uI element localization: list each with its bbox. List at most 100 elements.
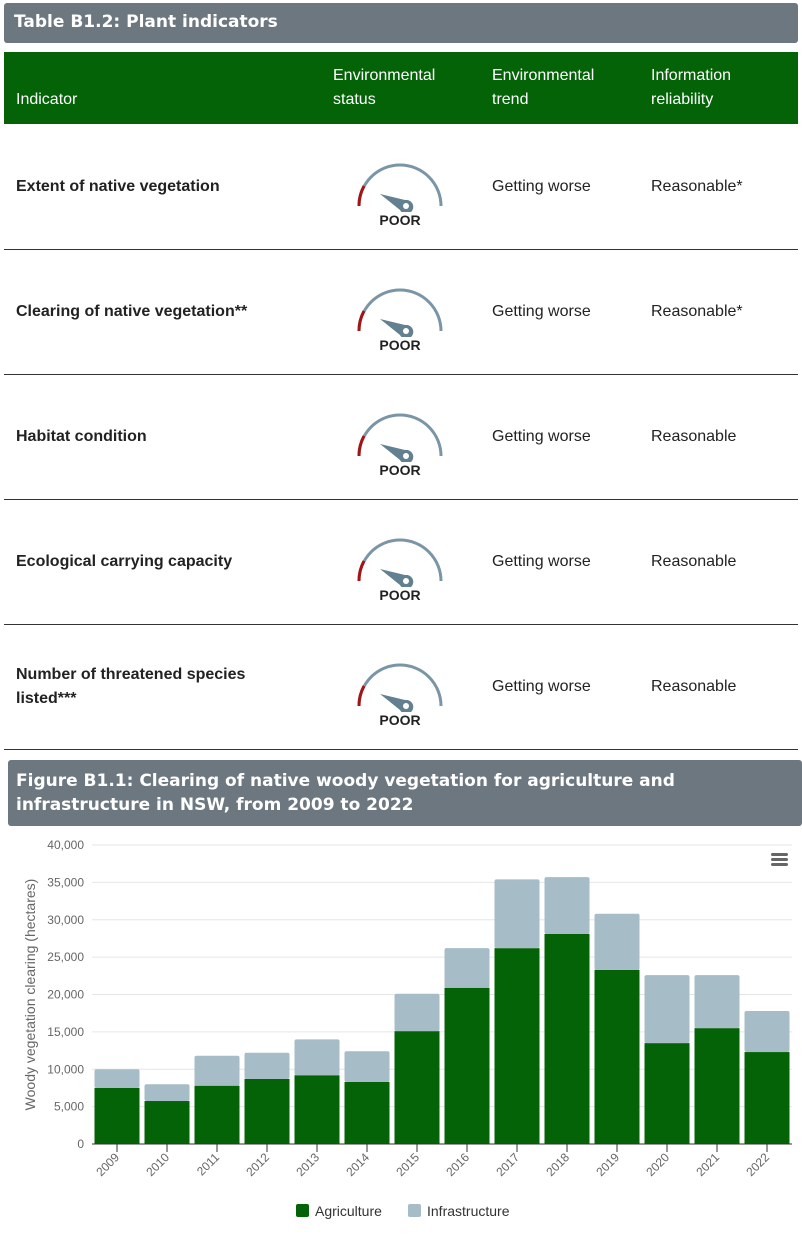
table-row: Ecological carrying capacity POOR Gettin… — [4, 500, 798, 625]
bar-infrastructure-2016[interactable] — [444, 948, 490, 988]
trend-text: Getting worse — [492, 553, 591, 570]
gauge-icon — [357, 413, 443, 464]
legend-swatch — [408, 1204, 421, 1217]
indicator-name: Clearing of native vegetation** — [16, 303, 248, 320]
x-tick-label: 2014 — [343, 1150, 372, 1179]
reliability-text: Reasonable* — [651, 303, 743, 320]
bar-infrastructure-2009[interactable] — [94, 1069, 140, 1088]
header-status-2: status — [333, 91, 376, 108]
x-tick-label: 2011 — [194, 1150, 222, 1178]
header-reliability-2: reliability — [651, 91, 714, 108]
y-axis-label: Woody vegetation clearing (hectares) — [22, 879, 38, 1111]
reliability-text: Reasonable — [651, 428, 737, 445]
x-tick-label: 2010 — [143, 1150, 172, 1179]
bar-infrastructure-2010[interactable] — [144, 1084, 190, 1102]
gauge-icon — [357, 538, 443, 589]
bar-agriculture-2019[interactable] — [594, 969, 640, 1144]
bar-agriculture-2022[interactable] — [744, 1052, 790, 1144]
legend-label: Infrastructure — [427, 1203, 510, 1219]
hamburger-menu-icon[interactable] — [771, 853, 788, 866]
bar-infrastructure-2014[interactable] — [344, 1051, 390, 1082]
stacked-bar-chart: 0 5,000 10,000 15,000 20,000 25,000 30,000 35,0… — [22, 838, 792, 1219]
reliability-text: Reasonable — [651, 678, 737, 695]
legend-item-agriculture[interactable]: Agriculture — [296, 1203, 382, 1219]
bar-agriculture-2012[interactable] — [244, 1078, 290, 1144]
bar-infrastructure-2020[interactable] — [644, 975, 690, 1044]
x-tick-label: 2021 — [693, 1150, 722, 1179]
x-tick-label: 2012 — [243, 1150, 272, 1179]
bar-agriculture-2010[interactable] — [144, 1101, 190, 1144]
header-trend-1: Environmental — [492, 67, 595, 84]
status-gauge: POOR — [350, 523, 450, 603]
bar-infrastructure-2015[interactable] — [394, 993, 440, 1032]
table-row: Extent of native vegetation POOR Getting… — [4, 125, 798, 250]
x-tick-label: 2013 — [293, 1150, 322, 1179]
status-gauge: POOR — [350, 148, 450, 228]
bar-agriculture-2009[interactable] — [94, 1087, 140, 1144]
x-tick-label: 2020 — [643, 1150, 672, 1179]
status-label: POOR — [379, 212, 421, 228]
indicator-name: Habitat condition — [16, 428, 147, 445]
gauge-icon — [357, 163, 443, 214]
bar-agriculture-2014[interactable] — [344, 1081, 390, 1144]
bar-agriculture-2018[interactable] — [544, 933, 590, 1144]
trend-text: Getting worse — [492, 678, 591, 695]
indicator-name: Extent of native vegetation — [16, 178, 220, 195]
status-label: POOR — [379, 337, 421, 353]
bar-infrastructure-2022[interactable] — [744, 1010, 790, 1053]
status-label: POOR — [379, 712, 421, 728]
y-tick-label: 30,000 — [47, 913, 84, 927]
y-tick-label: 5,000 — [54, 1100, 84, 1114]
x-tick-label: 2009 — [93, 1150, 122, 1179]
y-tick-label: 10,000 — [47, 1062, 84, 1076]
x-tick-label: 2022 — [743, 1150, 772, 1179]
legend-item-infrastructure[interactable]: Infrastructure — [408, 1203, 510, 1219]
table-row: Number of threatened species listed*** P… — [4, 625, 798, 750]
x-tick-label: 2015 — [393, 1150, 422, 1179]
bar-agriculture-2013[interactable] — [294, 1075, 340, 1144]
gauge-icon — [357, 288, 443, 339]
indicator-name: Number of threatened species listed*** — [16, 666, 246, 707]
bar-infrastructure-2012[interactable] — [244, 1052, 290, 1079]
reliability-text: Reasonable — [651, 553, 737, 570]
bar-infrastructure-2019[interactable] — [594, 913, 640, 970]
header-trend-2: trend — [492, 91, 529, 108]
trend-text: Getting worse — [492, 428, 591, 445]
bar-infrastructure-2021[interactable] — [694, 975, 740, 1029]
status-label: POOR — [379, 587, 421, 603]
status-gauge: POOR — [350, 648, 450, 728]
figure-title: Figure B1.1: Clearing of native woody ve… — [8, 760, 802, 826]
bar-agriculture-2021[interactable] — [694, 1028, 740, 1144]
y-tick-label: 40,000 — [47, 838, 84, 852]
status-label: POOR — [379, 462, 421, 478]
trend-text: Getting worse — [492, 303, 591, 320]
bar-agriculture-2020[interactable] — [644, 1043, 690, 1144]
bar-infrastructure-2011[interactable] — [194, 1055, 240, 1086]
indicator-name: Ecological carrying capacity — [16, 553, 233, 570]
legend-label: Agriculture — [315, 1203, 382, 1219]
x-tick-label: 2017 — [493, 1150, 522, 1179]
y-tick-label: 35,000 — [47, 875, 84, 889]
y-tick-label: 25,000 — [47, 950, 84, 964]
header-status-1: Environmental — [333, 67, 436, 84]
legend-swatch — [296, 1204, 309, 1217]
table-title: Table B1.2: Plant indicators — [4, 3, 798, 43]
bar-agriculture-2015[interactable] — [394, 1031, 440, 1144]
header-reliability-1: Information — [651, 67, 732, 84]
x-tick-label: 2018 — [543, 1150, 572, 1179]
trend-text: Getting worse — [492, 178, 591, 195]
y-tick-label: 15,000 — [47, 1025, 84, 1039]
bar-agriculture-2016[interactable] — [444, 987, 490, 1144]
status-gauge: POOR — [350, 398, 450, 478]
header-indicator: Indicator — [16, 91, 78, 108]
bar-agriculture-2011[interactable] — [194, 1085, 240, 1144]
reliability-text: Reasonable* — [651, 178, 743, 195]
gauge-icon — [357, 663, 443, 714]
x-tick-label: 2019 — [593, 1150, 622, 1179]
bar-agriculture-2017[interactable] — [494, 948, 540, 1144]
bar-infrastructure-2013[interactable] — [294, 1039, 340, 1076]
table-row: Clearing of native vegetation** POOR Get… — [4, 250, 798, 375]
bar-infrastructure-2018[interactable] — [544, 877, 590, 934]
table-header: Indicator Environmental status Environme… — [4, 52, 798, 124]
bar-infrastructure-2017[interactable] — [494, 879, 540, 949]
